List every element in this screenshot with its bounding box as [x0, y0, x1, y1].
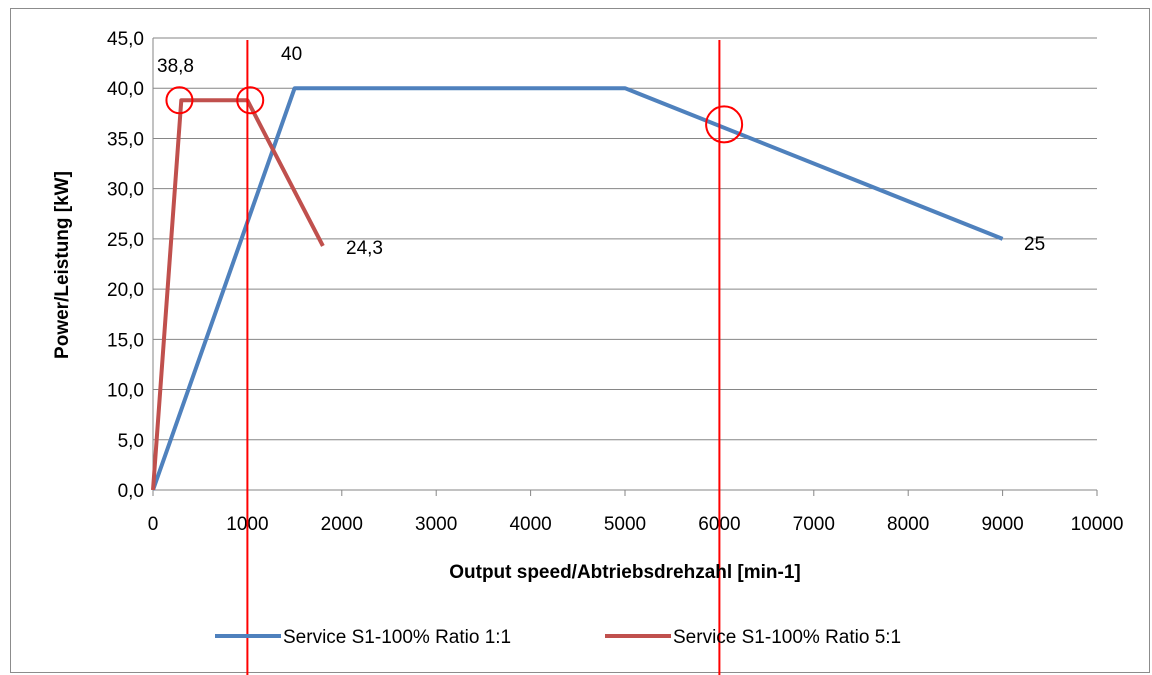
y-tick-label: 35,0 — [107, 129, 144, 150]
chart-frame — [10, 8, 1150, 673]
y-tick-label: 20,0 — [107, 280, 144, 301]
x-tick-label: 3000 — [415, 514, 457, 535]
y-tick-label: 45,0 — [107, 29, 144, 50]
data-label: 24,3 — [346, 238, 383, 259]
series-layer — [151, 86, 1004, 491]
series-line-2 — [151, 98, 325, 491]
y-tick-label: 5,0 — [118, 431, 144, 452]
y-axis-title: Power/Leistung [kW] — [52, 171, 73, 359]
data-label: 38,8 — [157, 56, 194, 77]
series-line-1 — [151, 86, 1004, 491]
circle-marker — [705, 105, 744, 144]
legend-label-2: Service S1-100% Ratio 5:1 — [673, 627, 901, 648]
legend: Service S1-100% Ratio 1:1 Service S1-100%… — [215, 627, 901, 648]
x-tick-label: 9000 — [981, 514, 1023, 535]
y-tick-label: 30,0 — [107, 180, 144, 201]
axes-layer: 0,0 5,0 10,0 15,0 20,0 25,0 30,0 35,0 40,0 45,0 0 1… — [107, 29, 1123, 535]
legend-label-1: Service S1-100% Ratio 1:1 — [283, 627, 511, 648]
data-label: 25 — [1024, 234, 1045, 255]
circle-marker — [236, 86, 265, 115]
y-tick-label: 15,0 — [107, 330, 144, 351]
x-tick-label: 10000 — [1071, 514, 1124, 535]
label-layer: 38,8 40 24,3 25 — [157, 44, 1045, 259]
y-tick-label: 25,0 — [107, 230, 144, 251]
x-tick-label: 5000 — [604, 514, 646, 535]
x-tick-label: 4000 — [509, 514, 551, 535]
y-tick-label: 10,0 — [107, 381, 144, 402]
x-tick-label: 2000 — [321, 514, 363, 535]
y-tick-label: 0,0 — [118, 481, 144, 502]
marker-layer — [165, 40, 744, 675]
y-tick-label: 40,0 — [107, 79, 144, 100]
grid-layer — [153, 37, 1097, 441]
circle-marker — [165, 86, 194, 115]
x-tick-label: 0 — [148, 514, 159, 535]
x-tick-label: 7000 — [793, 514, 835, 535]
x-tick-label: 8000 — [887, 514, 929, 535]
x-axis-title: Output speed/Abtriebsdrehzahl [min-1] — [449, 562, 801, 583]
data-label: 40 — [281, 44, 302, 65]
